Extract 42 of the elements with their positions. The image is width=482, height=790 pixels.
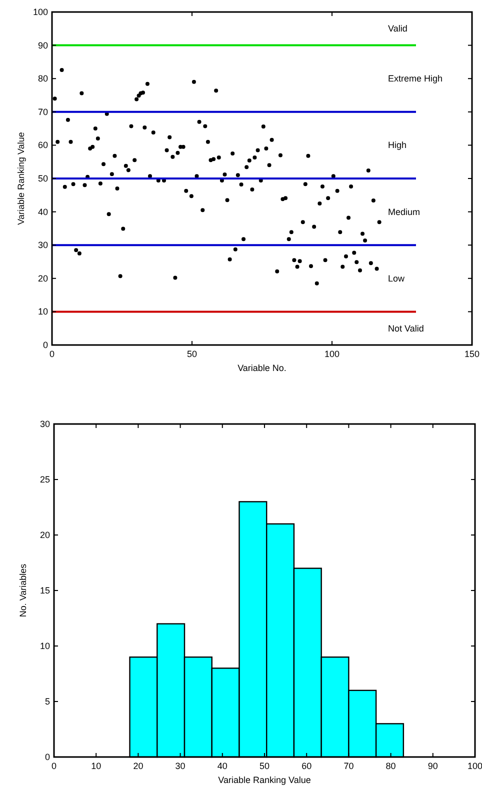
- y-tick-label: 0: [42, 340, 48, 350]
- x-tick-label: 40: [217, 761, 228, 771]
- y-tick-label: 30: [38, 240, 48, 250]
- y-tick-label: 70: [38, 106, 48, 117]
- y-tick-label: 40: [38, 206, 48, 217]
- annotation: Low: [388, 273, 406, 284]
- x-tick-label: 30: [175, 761, 186, 771]
- y-tick-label: 20: [38, 273, 48, 284]
- y-tick-label: 0: [44, 752, 50, 762]
- annotation: High: [388, 140, 407, 150]
- annotation: Valid: [388, 24, 408, 34]
- y-tick-label: 80: [38, 74, 48, 84]
- x-tick-label: 50: [259, 761, 270, 771]
- x-tick-label: 100: [324, 349, 340, 359]
- x-tick-label: 150: [464, 349, 480, 359]
- x-tick-label: 60: [302, 761, 312, 771]
- x-tick-label: 20: [133, 761, 144, 771]
- x-tick-label: 80: [386, 761, 396, 771]
- y-tick-label: 100: [32, 7, 48, 17]
- annotation: Medium: [388, 206, 420, 217]
- y-tick-label: 90: [38, 40, 48, 50]
- x-tick-label: 10: [91, 761, 102, 771]
- y-axis-title: No. Variables: [18, 563, 28, 618]
- y-tick-label: 5: [44, 696, 50, 706]
- y-tick-label: 10: [40, 641, 50, 651]
- y-tick-label: 60: [38, 140, 48, 150]
- y-axis-title: Variable Ranking Value: [16, 132, 26, 225]
- y-tick-label: 20: [40, 530, 50, 540]
- y-tick-label: 30: [40, 419, 50, 429]
- x-tick-label: 100: [467, 761, 482, 771]
- x-axis-title: Variable No.: [238, 363, 286, 373]
- annotation: Not Valid: [388, 323, 424, 334]
- x-tick-label: 50: [186, 349, 198, 359]
- x-tick-label: 0: [51, 761, 57, 771]
- annotation: Extreme High: [388, 74, 443, 84]
- y-tick-label: 15: [40, 586, 50, 596]
- y-tick-label: 50: [38, 174, 48, 184]
- y-tick-label: 10: [38, 306, 48, 317]
- x-axis-title: Variable Ranking Value: [218, 775, 311, 785]
- x-tick-label: 70: [344, 761, 354, 771]
- x-tick-label: 90: [428, 761, 438, 771]
- y-tick-label: 25: [40, 474, 50, 484]
